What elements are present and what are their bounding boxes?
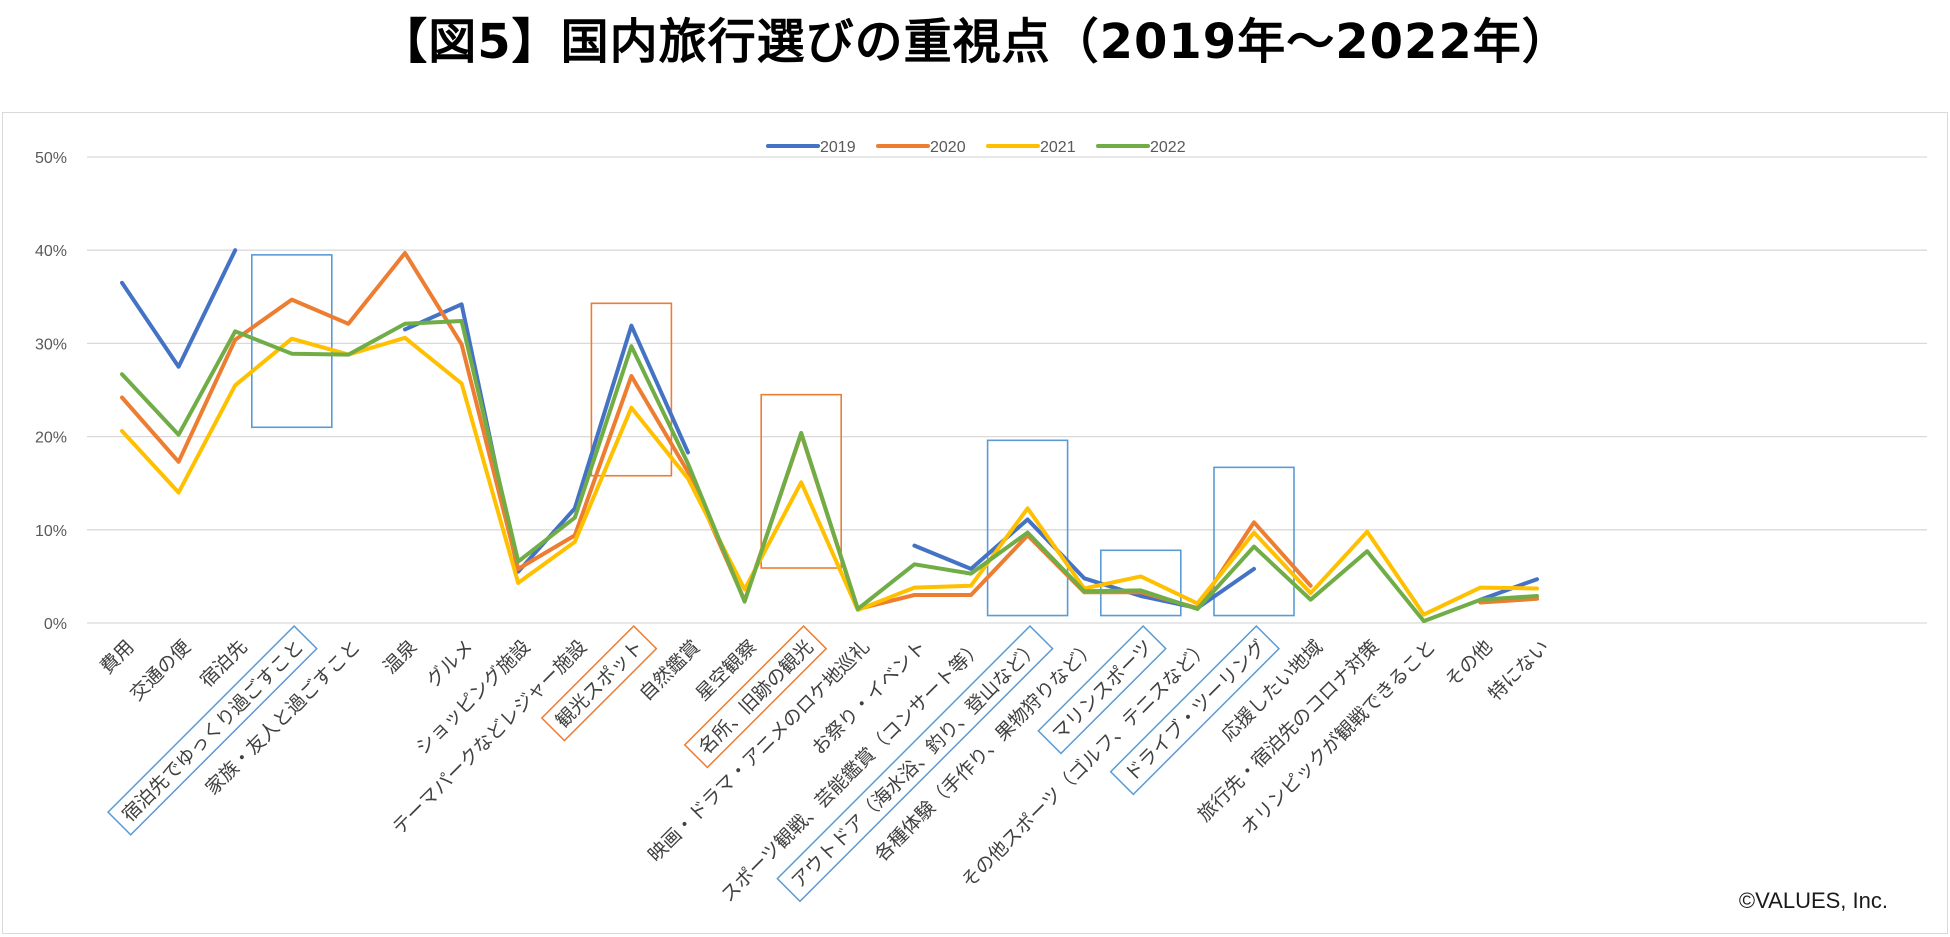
legend-label: 2022	[1150, 139, 1186, 156]
y-tick-label: 40%	[35, 243, 67, 260]
legend-label: 2021	[1040, 139, 1076, 156]
x-tick: 費用	[96, 636, 138, 678]
x-tick: その他	[1441, 636, 1497, 692]
x-tick-label: スポーツ観戦、芸能鑑賞（コンサート等）	[717, 636, 988, 907]
series-line-2021	[120, 335, 1539, 617]
x-tick-label-box	[540, 624, 658, 742]
x-tick: グルメ	[422, 636, 478, 692]
y-tick-label: 10%	[35, 523, 67, 540]
x-tick-label: 費用	[96, 636, 138, 678]
x-tick-label: グルメ	[422, 636, 478, 692]
series-line-2019	[120, 248, 1539, 611]
highlight-boxes	[251, 254, 1295, 617]
chart-frame: 0% 10% 20% 30% 40% 50% 費用 交通の便 宿泊先 宿泊先でゆっくり過ごすこと…	[2, 112, 1948, 934]
x-tick-label: マリンスポーツ	[1048, 636, 1157, 745]
y-tick-label: 0%	[44, 616, 67, 633]
x-tick-label: 交通の便	[126, 636, 195, 705]
x-tick-label: 特にない	[1484, 636, 1553, 705]
series-line-2022	[120, 319, 1539, 624]
highlight-box	[251, 254, 333, 429]
x-tick: 自然鑑賞	[635, 636, 704, 705]
legend-label: 2020	[930, 139, 966, 156]
x-tick-label-box	[1037, 624, 1167, 755]
x-tick-label-box	[776, 624, 1054, 903]
x-tick: 宿泊先	[196, 636, 252, 692]
x-tick-label: 応援したい地域	[1217, 636, 1327, 746]
y-tick-label: 50%	[35, 150, 67, 167]
y-axis-ticks: 0% 10% 20% 30% 40% 50%	[35, 150, 67, 633]
y-tick-label: 20%	[35, 430, 67, 447]
x-tick-label: 温泉	[379, 636, 421, 678]
highlight-box	[1213, 466, 1295, 617]
highlight-box	[590, 302, 673, 477]
highlight-box	[986, 439, 1069, 617]
x-tick-label-box	[1109, 624, 1281, 796]
x-tick: 温泉	[379, 636, 421, 678]
legend-label: 2019	[820, 139, 856, 156]
x-tick-label-box	[106, 624, 318, 836]
page-title: 【図5】国内旅行選びの重視点（2019年～2022年）	[379, 14, 1571, 70]
series-line-2020	[120, 251, 1539, 611]
x-tick-label-box	[683, 624, 828, 769]
copyright: ©VALUES, Inc.	[1738, 888, 1888, 913]
x-tick-label: その他	[1441, 636, 1497, 692]
x-tick: 特にない	[1484, 636, 1553, 705]
y-tick-label: 30%	[35, 336, 67, 353]
legend: 2019 2020 2021 2022	[766, 139, 1186, 156]
series-lines	[120, 248, 1539, 624]
x-tick-label: 宿泊先	[196, 636, 252, 692]
highlight-box	[760, 393, 843, 569]
x-tick: 交通の便	[126, 636, 195, 705]
x-tick: 応援したい地域	[1217, 636, 1327, 746]
x-tick: スポーツ観戦、芸能鑑賞（コンサート等）	[717, 636, 988, 907]
x-tick-label: 自然鑑賞	[635, 636, 704, 705]
gridlines	[87, 156, 1927, 624]
